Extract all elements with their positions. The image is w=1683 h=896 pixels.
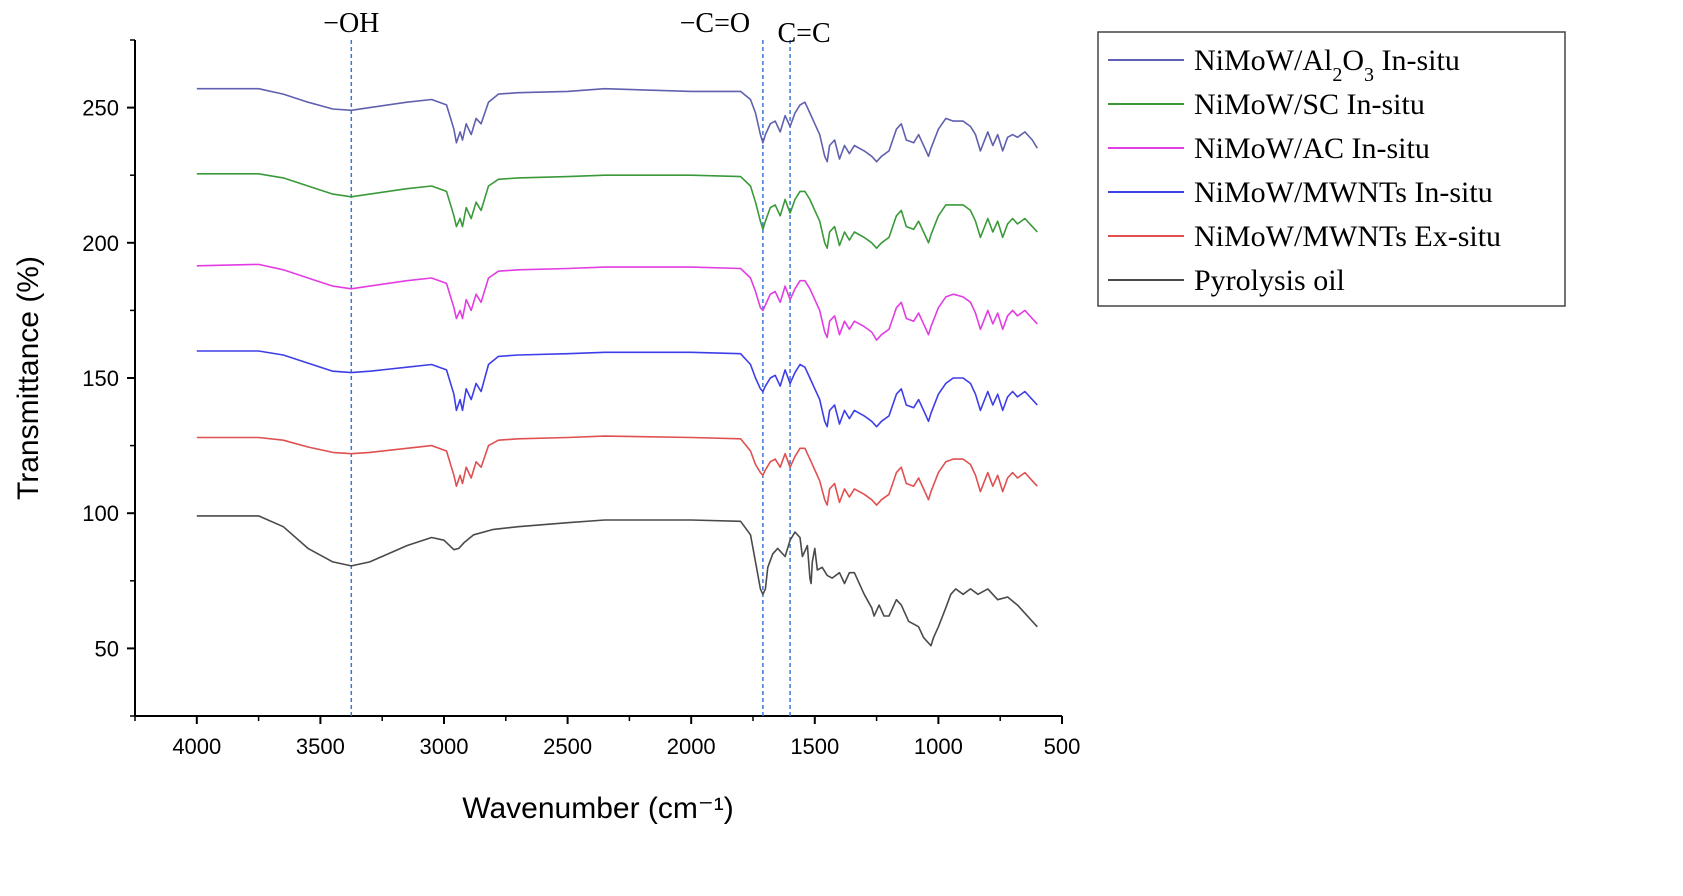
- annotation-label: C=C: [778, 18, 831, 49]
- annotation-label: −OH: [323, 8, 379, 39]
- legend-label-part: NiMoW/AC In-situ: [1194, 132, 1430, 165]
- legend-label-part: 2: [1332, 64, 1342, 86]
- y-axis-title: Transmittance (%): [12, 256, 45, 500]
- legend-label-part: Pyrolysis oil: [1194, 264, 1345, 297]
- legend-label-part: O: [1342, 44, 1364, 77]
- legend-label-part: NiMoW/Al: [1194, 44, 1332, 77]
- series-line: [196, 173, 1038, 249]
- x-tick-label: 3000: [420, 734, 469, 759]
- legend-label-part: NiMoW/SC In-situ: [1194, 88, 1425, 121]
- x-tick-label: 500: [1044, 734, 1081, 759]
- x-tick-label: 2500: [543, 734, 592, 759]
- ticks: 4000 3500 3000 2500 2000 1500 1000 500 50 100 150 2…: [82, 39, 1081, 759]
- y-tick-label: 100: [82, 501, 119, 526]
- legend-label-part: 3: [1364, 64, 1374, 86]
- y-tick-label: 250: [82, 96, 119, 121]
- legend-label-part: In-situ: [1374, 44, 1460, 77]
- series-layer: [196, 87, 1038, 647]
- annotations: −OH −C=O C=C: [323, 8, 831, 716]
- series-line: [196, 87, 1038, 163]
- x-tick-label: 4000: [172, 734, 221, 759]
- x-tick-label: 1500: [790, 734, 839, 759]
- legend-label-part: NiMoW/MWNTs In-situ: [1194, 176, 1493, 209]
- series-line: [196, 350, 1038, 428]
- series-line: [196, 435, 1038, 506]
- y-tick-label: 50: [95, 636, 119, 661]
- legend-label: NiMoW/Al2O3 In-situ: [1194, 44, 1460, 86]
- y-tick-label: 200: [82, 231, 119, 256]
- x-tick-label: 1000: [914, 734, 963, 759]
- x-tick-label: 2000: [667, 734, 716, 759]
- x-tick-label: 3500: [296, 734, 345, 759]
- legend-label: NiMoW/MWNTs In-situ: [1194, 176, 1493, 209]
- legend-label: NiMoW/SC In-situ: [1194, 88, 1425, 121]
- legend-label: NiMoW/AC In-situ: [1194, 132, 1430, 165]
- series-line: [196, 263, 1038, 341]
- legend-label: Pyrolysis oil: [1194, 264, 1345, 297]
- y-tick-label: 150: [82, 366, 119, 391]
- legend-label-part: NiMoW/MWNTs Ex-situ: [1194, 220, 1501, 253]
- annotation-label: −C=O: [680, 8, 750, 39]
- legend-box: [1097, 31, 1566, 307]
- x-axis-title: Wavenumber (cm⁻¹): [462, 792, 733, 825]
- axes: [134, 40, 1062, 717]
- series-line: [196, 515, 1038, 647]
- legend-label: NiMoW/MWNTs Ex-situ: [1194, 220, 1501, 253]
